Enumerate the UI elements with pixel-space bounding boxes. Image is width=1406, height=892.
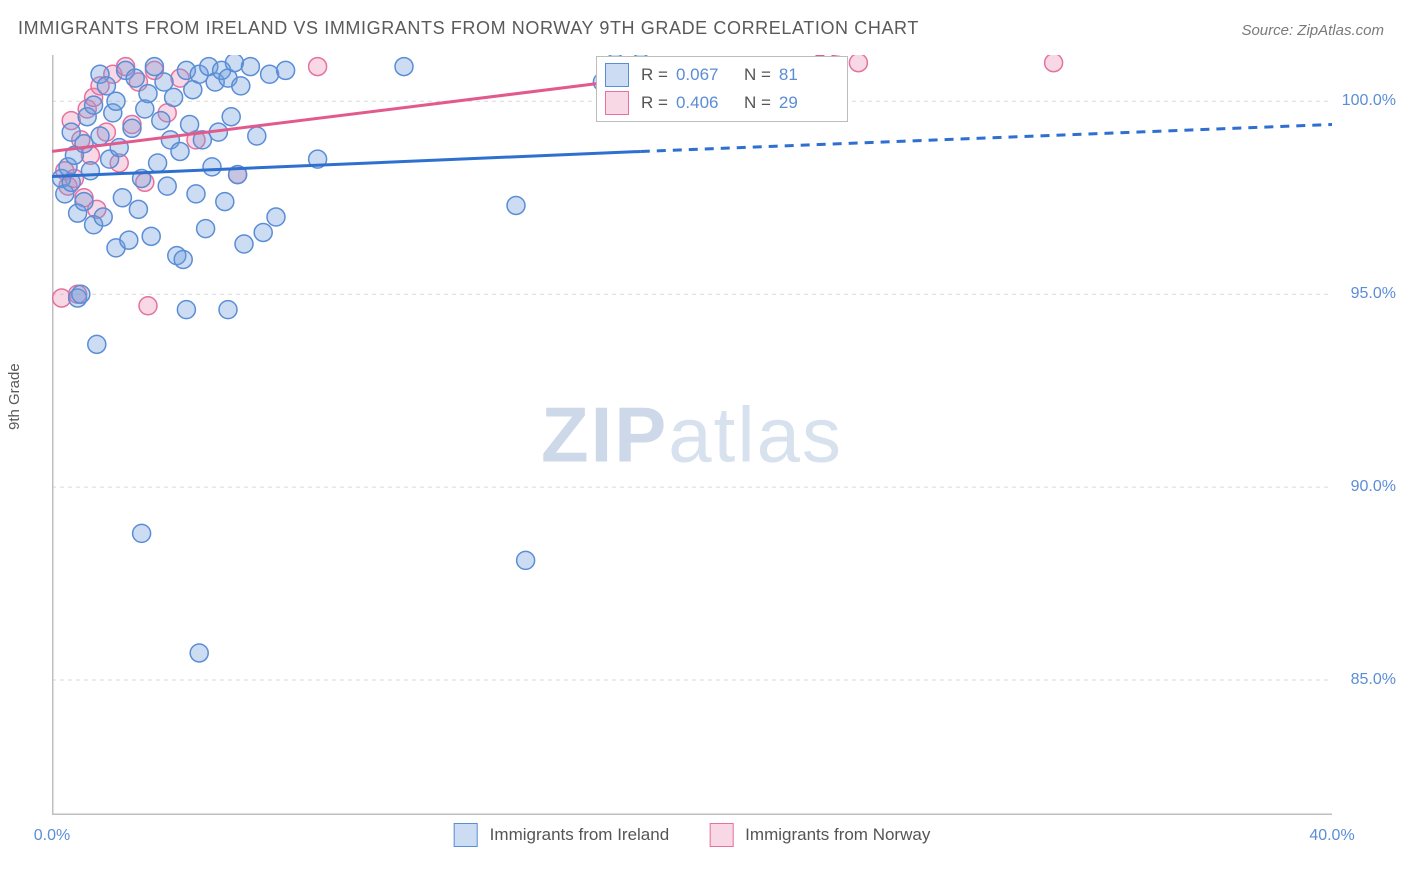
legend-r-label: R =	[641, 89, 668, 117]
y-tick-label: 90.0%	[1351, 478, 1396, 496]
legend-n-label: N =	[744, 61, 771, 89]
legend-swatch	[454, 823, 478, 847]
legend-swatch	[605, 63, 629, 87]
y-axis-label: 9th Grade	[6, 363, 23, 430]
legend-item-label: Immigrants from Ireland	[490, 825, 670, 845]
legend-item: Immigrants from Ireland	[454, 823, 670, 847]
y-tick-label: 100.0%	[1342, 92, 1396, 110]
x-tick-label: 0.0%	[34, 827, 70, 845]
legend-swatch	[709, 823, 733, 847]
source-label: Source: ZipAtlas.com	[1241, 22, 1384, 39]
y-tick-label: 85.0%	[1351, 671, 1396, 689]
series-legend: Immigrants from Ireland Immigrants from N…	[454, 823, 931, 847]
correlation-legend: R = 0.067 N = 81 R = 0.406 N = 29	[596, 56, 848, 122]
legend-corr-row: R = 0.067 N = 81	[605, 61, 839, 89]
legend-swatch	[605, 91, 629, 115]
chart-svg	[52, 55, 1332, 815]
x-tick-label: 40.0%	[1309, 827, 1354, 845]
legend-r-label: R =	[641, 61, 668, 89]
legend-n-value: 29	[779, 89, 839, 117]
plot-area: ZIPatlas R =0.067N =81R =0.406N =29 85.0…	[52, 55, 1332, 815]
chart-title: IMMIGRANTS FROM IRELAND VS IMMIGRANTS FR…	[18, 18, 919, 39]
y-tick-label: 95.0%	[1351, 285, 1396, 303]
legend-n-value: 81	[779, 61, 839, 89]
legend-r-value: 0.067	[676, 61, 736, 89]
legend-item: Immigrants from Norway	[709, 823, 930, 847]
legend-r-value: 0.406	[676, 89, 736, 117]
legend-item-label: Immigrants from Norway	[745, 825, 930, 845]
legend-corr-row: R = 0.406 N = 29	[605, 89, 839, 117]
legend-n-label: N =	[744, 89, 771, 117]
